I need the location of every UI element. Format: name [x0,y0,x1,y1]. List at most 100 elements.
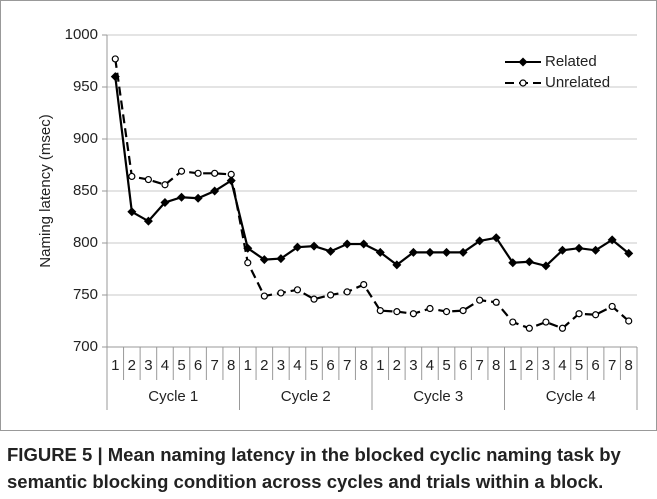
x-tick-label: 8 [625,357,633,374]
marker [557,245,567,255]
marker [143,216,153,226]
y-tick-label: 900 [73,130,98,147]
marker [310,295,318,303]
marker [624,248,634,258]
marker [277,289,285,297]
x-tick-label: 4 [558,357,566,374]
series-line [114,58,630,330]
x-tick-label: 3 [409,357,417,374]
x-tick-label: 6 [194,357,202,374]
caption-line: semantic blocking condition across cycle… [7,471,603,492]
marker [492,298,500,306]
x-tick-label: 3 [277,357,285,374]
marker [260,292,268,300]
x-tick-label: 6 [459,357,467,374]
y-tick-label: 700 [73,338,98,355]
marker [144,175,153,184]
x-tick-label: 3 [542,357,550,374]
marker [591,245,601,255]
marker [393,308,401,316]
group-label: Cycle 3 [413,388,463,405]
x-tick-label: 4 [161,357,169,374]
marker [211,169,219,177]
marker [376,307,384,315]
y-tick-label: 1000 [65,26,98,43]
marker [574,243,584,253]
marker [408,247,418,257]
marker [326,246,336,256]
x-tick-label: 6 [326,357,334,374]
y-tick-label: 750 [73,286,98,303]
marker [509,318,517,326]
y-tick-label: 950 [73,78,98,95]
marker [292,242,302,252]
marker [276,254,286,264]
marker [625,317,633,325]
legend-label: Unrelated [545,74,610,91]
y-tick-label: 850 [73,182,98,199]
marker [392,260,402,270]
marker [161,181,169,189]
marker [426,304,434,313]
marker [177,192,187,202]
marker [193,193,203,203]
marker [375,247,385,257]
marker [309,241,319,251]
marker [160,197,170,207]
x-tick-label: 2 [393,357,401,374]
x-tick-label: 8 [492,357,500,374]
marker [542,318,550,326]
marker [524,257,534,267]
x-tick-label: 5 [442,357,450,374]
marker [519,79,527,87]
marker [359,239,369,249]
marker [227,170,235,178]
marker [575,310,583,318]
y-axis-label: Naming latency (msec) [37,114,54,267]
x-tick-label: 7 [210,357,218,374]
x-tick-label: 8 [360,357,368,374]
marker [360,281,368,289]
marker [409,310,418,318]
x-tick-label: 7 [475,357,483,374]
marker [259,255,269,265]
x-tick-label: 1 [376,357,384,374]
marker [541,261,551,271]
marker [491,233,501,243]
marker [518,57,528,67]
marker [177,167,186,175]
legend-label: Related [545,53,597,70]
marker [558,324,567,332]
marker [194,169,202,177]
marker [425,247,435,257]
x-tick-label: 3 [144,357,152,374]
series-line [114,76,630,268]
x-tick-label: 4 [293,357,301,374]
x-tick-label: 2 [525,357,533,374]
marker [475,236,485,246]
marker [343,288,351,296]
marker [442,247,452,257]
marker [293,286,302,294]
y-tick-label: 800 [73,234,98,251]
x-tick-label: 5 [310,357,318,374]
marker [476,296,484,304]
group-label: Cycle 4 [546,388,596,405]
marker [127,207,137,217]
x-tick-label: 2 [260,357,268,374]
marker [525,324,533,332]
group-label: Cycle 1 [148,388,198,405]
marker [591,311,600,319]
x-tick-label: 4 [426,357,434,374]
caption-line: FIGURE 5 | Mean naming latency in the bl… [7,444,621,465]
marker [326,291,335,299]
marker [459,307,467,315]
x-tick-label: 1 [111,357,119,374]
x-tick-label: 6 [591,357,599,374]
x-tick-label: 5 [575,357,583,374]
marker [607,235,617,245]
x-tick-label: 8 [227,357,235,374]
marker [458,247,468,257]
x-tick-label: 1 [509,357,517,374]
x-tick-label: 7 [343,357,351,374]
